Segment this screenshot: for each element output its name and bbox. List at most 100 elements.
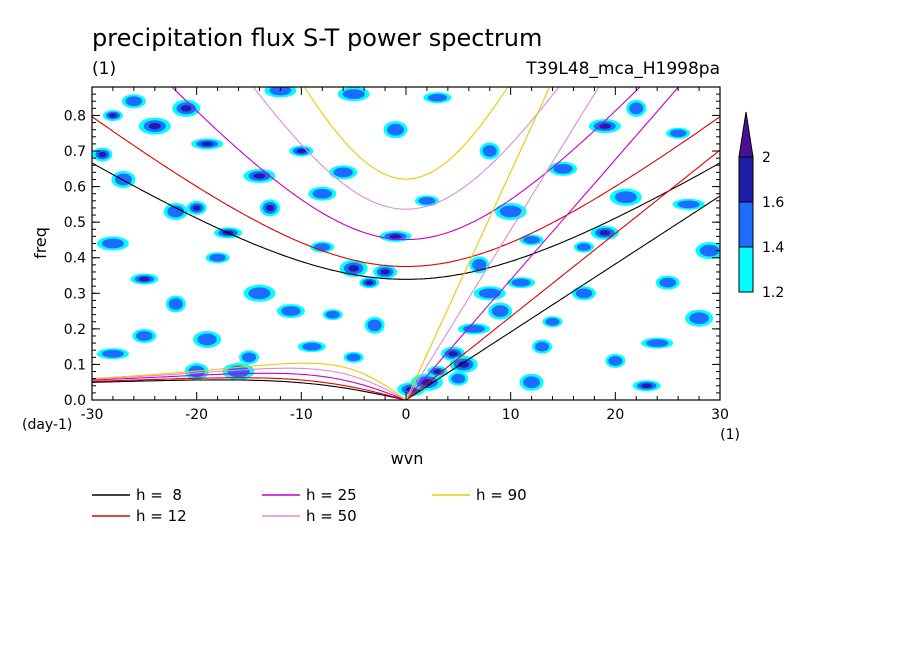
contour-blob [313,243,331,251]
contour-blob [333,167,353,178]
x-tick-label: -10 [290,407,313,423]
contour-blob [669,129,687,138]
contour-blob [523,376,540,389]
legend-label: h = 25 [306,486,357,504]
contour-blob [197,333,217,346]
contour-blob [545,317,560,326]
contour-blob [125,96,143,107]
contour-blob [462,325,486,333]
contour-blob [448,351,458,357]
colorbar-label: 1.2 [762,285,784,301]
contour-blob [201,141,214,147]
y-tick-label: 0.2 [64,322,86,338]
legend-label: h = 12 [136,507,187,525]
kelvin-curve [405,195,720,400]
contour-blob [535,341,550,352]
y-axis-unit: (day-1) [22,417,72,433]
x-tick-label: 0 [402,407,411,423]
contour-blob [389,234,402,239]
y-tick-label: 0.8 [64,108,86,124]
rossby-curve [92,379,407,400]
contour-blob [342,89,365,99]
colorbar: 1.2 1.4 1.6 2 [738,111,784,301]
contour-blob [482,145,497,157]
contour-blob [325,310,340,319]
contour-blob [641,383,653,388]
spectrum-contours [92,87,720,397]
contour-blob [599,230,611,236]
contour-blob [699,244,720,257]
contour-blob [659,277,677,288]
contour-blob [101,238,124,249]
dispersion-curves [92,87,720,400]
rossby-curve [92,367,407,400]
inertia-gravity-curve [92,162,720,280]
contour-blob [253,173,266,179]
inertia-gravity-curve [171,87,641,241]
contour-blob [296,148,307,154]
inertia-gravity-curve [252,87,560,210]
contour-blob [451,373,466,384]
contour-blob [346,353,361,362]
contour-blob [281,306,301,316]
kelvin-curve [405,87,551,400]
contour-blob [227,365,250,378]
contour-blob [135,331,153,341]
contour-blob [138,276,150,282]
rossby-curve [92,377,407,400]
contour-blob [167,205,185,218]
contour-blob [209,253,226,262]
contour-blob [148,122,161,130]
colorbar-segment [738,246,754,293]
contour-blob [380,269,390,275]
contour-blob [269,87,292,96]
contour-blob [478,288,501,299]
contour-blob [458,361,469,368]
contour-blob [608,356,623,366]
contour-blob [367,319,382,332]
x-tick-label: -20 [185,407,208,423]
legend-label: h = 50 [306,507,357,525]
inertia-gravity-curve [92,116,720,268]
y-axis-label: freq [31,227,50,259]
contour-blob [491,305,509,317]
contour-blob [576,243,591,251]
y-tick-label: 0.1 [64,357,86,373]
kelvin-curve [405,87,600,400]
contour-blob [368,282,371,284]
legend: h = 8 h = 12 h = 25 h = 50 h = 90 [92,486,527,525]
contour-blob [248,287,271,300]
contour-blob [629,102,644,115]
legend-label: h = 8 [136,486,182,504]
plot-frame [91,86,721,401]
kelvin-curve [405,87,680,400]
chart-subtitle-right: T39L48_mca_H1998pa [525,59,720,79]
contour-blob [168,298,183,310]
contour-blob [348,265,360,272]
contour-blob [265,204,274,212]
chart-title: precipitation flux S-T power spectrum [92,24,542,52]
contour-blob [241,352,257,363]
x-tick-label: 10 [502,407,520,423]
contour-blob [418,196,436,205]
colorbar-label: 2 [762,150,771,166]
contour-blob [499,205,522,218]
y-tick-label: 0.5 [64,215,86,231]
contour-blob [387,123,404,136]
y-tick-label: 0.3 [64,286,86,302]
x-tick-label: 20 [606,407,624,423]
colorbar-label: 1.4 [762,240,784,256]
contour-blob [646,339,669,347]
contour-blob [180,105,192,112]
inertia-gravity-curve [303,87,509,180]
contour-blob [614,191,637,204]
contour-blob [689,312,709,325]
contour-blob [511,278,531,287]
rossby-curve [92,362,407,400]
x-axis-unit: (1) [720,427,740,443]
colorbar-arrow [738,111,754,158]
contour-blob [427,93,448,102]
contour-blob [523,236,540,244]
chart-subtitle-left: (1) [92,59,116,79]
